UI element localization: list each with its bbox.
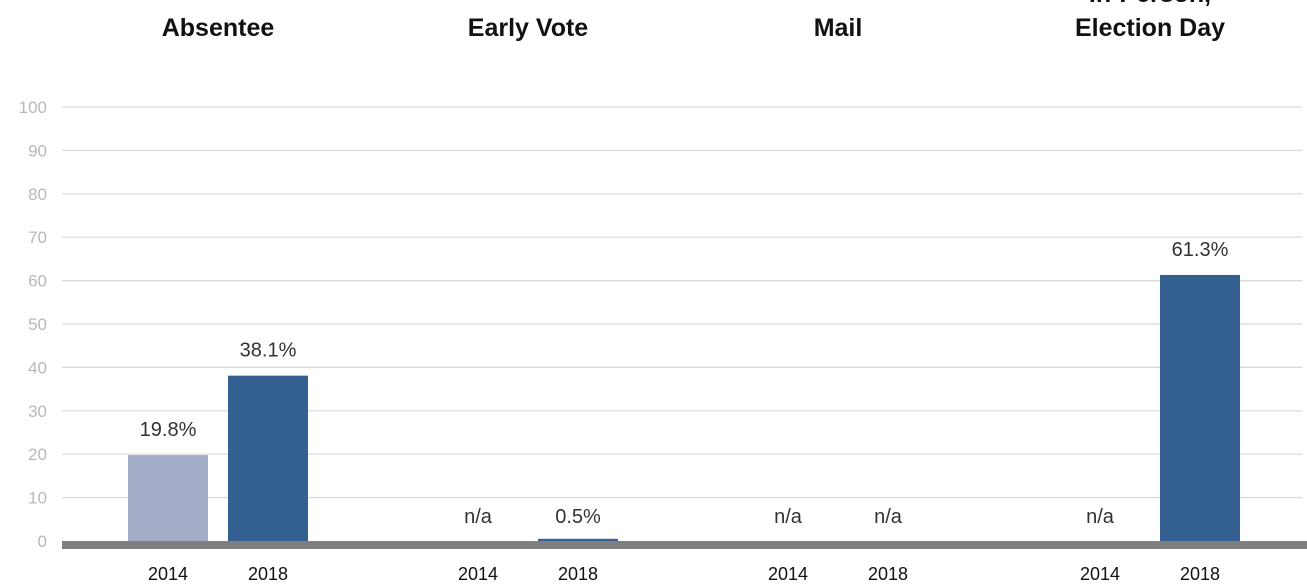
data-label: n/a <box>1086 506 1115 528</box>
baseline <box>62 541 1307 549</box>
x-tick-label: 2014 <box>768 564 808 584</box>
bar-2018 <box>1160 274 1240 541</box>
data-label: n/a <box>774 506 803 528</box>
x-axis-baseline <box>62 541 1307 549</box>
x-tick-label: 2018 <box>248 564 288 584</box>
data-label: 0.5% <box>555 506 601 528</box>
y-tick-label: 60 <box>28 272 47 291</box>
data-label: 19.8% <box>140 419 197 441</box>
y-tick-label: 90 <box>28 141 47 160</box>
group-titles: Absentee Early Vote Mail In-Person, Election… <box>162 0 1225 42</box>
bars <box>128 274 1240 541</box>
y-axis-ticks: 0 10 20 30 40 50 60 70 80 90 100 <box>19 98 47 551</box>
x-tick-label: 2018 <box>1180 564 1220 584</box>
x-tick-label: 2014 <box>458 564 498 584</box>
data-label: 61.3% <box>1172 239 1229 261</box>
x-tick-label: 2014 <box>148 564 188 584</box>
group-title: Election Day <box>1075 14 1225 42</box>
x-tick-label: 2014 <box>1080 564 1120 584</box>
data-labels: 19.8% 38.1% n/a 0.5% n/a n/a n/a 61.3% <box>140 239 1229 528</box>
y-tick-label: 100 <box>19 98 47 117</box>
y-tick-label: 50 <box>28 315 47 334</box>
group-title: Early Vote <box>468 14 589 42</box>
group-title: Mail <box>814 14 863 42</box>
bar-2014 <box>128 455 208 541</box>
bar-2018 <box>538 538 618 541</box>
data-label: n/a <box>874 506 903 528</box>
x-axis-ticks: 2014 2018 2014 2018 2014 2018 2014 2018 <box>148 564 1220 584</box>
group-title: Absentee <box>162 14 275 42</box>
y-tick-label: 40 <box>28 358 47 377</box>
y-tick-label: 20 <box>28 445 47 464</box>
bar-2018 <box>228 375 308 541</box>
y-tick-label: 30 <box>28 402 47 421</box>
data-label: n/a <box>464 506 493 528</box>
group-title: In-Person, <box>1089 0 1211 8</box>
y-tick-label: 80 <box>28 185 47 204</box>
x-tick-label: 2018 <box>868 564 908 584</box>
x-tick-label: 2018 <box>558 564 598 584</box>
data-label: 38.1% <box>240 340 297 362</box>
y-tick-label: 70 <box>28 228 47 247</box>
y-tick-label: 0 <box>38 532 47 551</box>
y-tick-label: 10 <box>28 489 47 508</box>
